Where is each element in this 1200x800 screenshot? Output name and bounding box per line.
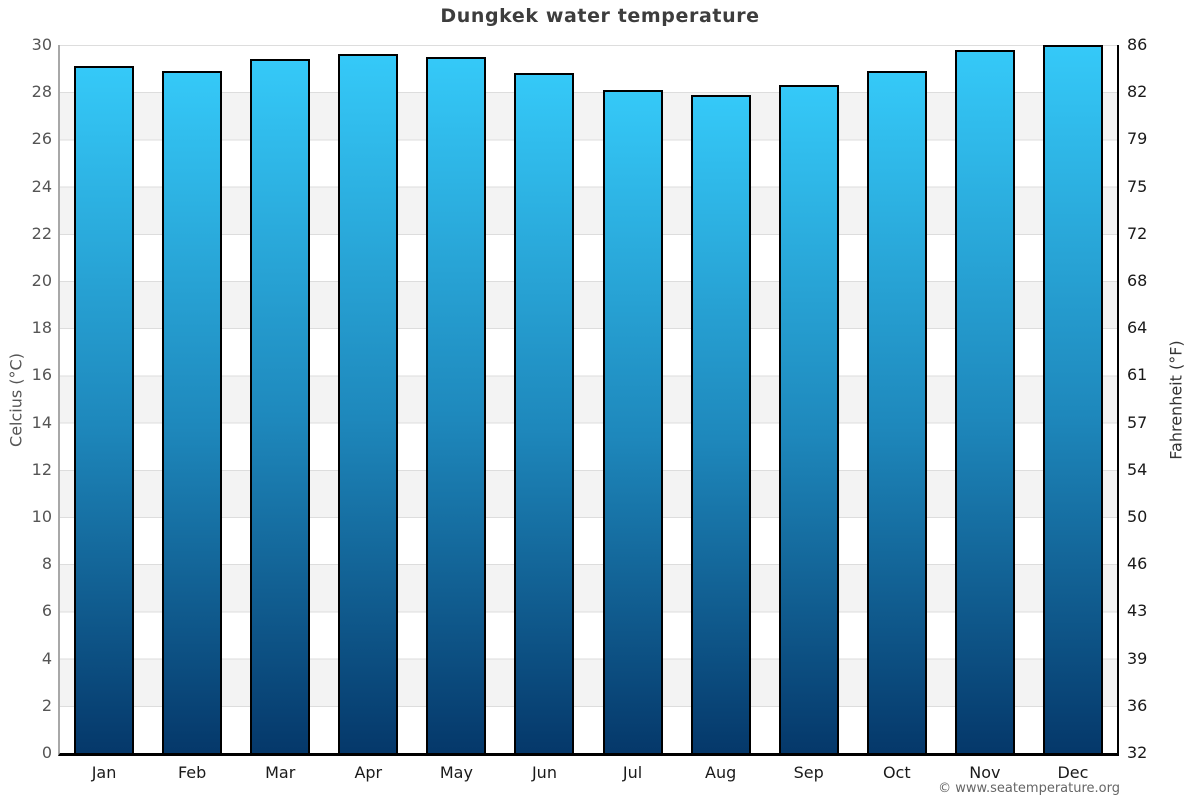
celsius-tick-0: 0	[41, 743, 52, 762]
bar-slot-jul	[588, 45, 676, 753]
month-label-jun: Jun	[531, 763, 557, 782]
bar-slot-sep	[765, 45, 853, 753]
celsius-tick-2: 2	[41, 695, 52, 715]
month-label-apr: Apr	[354, 763, 383, 782]
celsius-tick-6: 6	[41, 601, 52, 621]
fahrenheit-tick-57: 57	[1127, 412, 1148, 432]
bar-slot-jun	[500, 45, 588, 753]
bar-nov	[954, 49, 1015, 753]
bar-oct	[866, 70, 927, 753]
fahrenheit-axis-title: Fahrenheit (°F)	[1166, 340, 1186, 460]
celsius-tick-10: 10	[31, 507, 52, 526]
fahrenheit-tick-64: 64	[1127, 318, 1148, 338]
month-label-mar: Mar	[265, 763, 296, 782]
fahrenheit-tick-68: 68	[1127, 271, 1148, 290]
fahrenheit-tick-61: 61	[1127, 365, 1148, 385]
celsius-tick-14: 14	[31, 412, 52, 432]
bar-jan	[74, 66, 135, 753]
bar-feb	[162, 70, 223, 753]
celsius-tick-24: 24	[31, 176, 52, 196]
month-label-nov: Nov	[969, 763, 1001, 782]
bar-aug	[690, 94, 751, 753]
bar-slot-dec	[1029, 45, 1117, 753]
month-label-jan: Jan	[91, 763, 117, 782]
fahrenheit-tick-36: 36	[1127, 695, 1148, 715]
watermark: © www.seatemperature.org	[938, 781, 1120, 796]
celsius-tick-30: 30	[31, 35, 52, 54]
month-label-dec: Dec	[1057, 763, 1089, 782]
month-label-feb: Feb	[177, 763, 207, 782]
month-label-jul: Jul	[622, 763, 643, 782]
bar-slot-aug	[677, 45, 765, 753]
celsius-tick-12: 12	[31, 459, 52, 479]
celsius-tick-16: 16	[31, 365, 52, 385]
celsius-tick-20: 20	[31, 271, 52, 290]
bar-jun	[514, 73, 575, 753]
fahrenheit-tick-82: 82	[1127, 82, 1148, 102]
fahrenheit-tick-75: 75	[1127, 176, 1148, 196]
bar-slot-jan	[60, 45, 148, 753]
bar-sep	[778, 85, 839, 753]
bar-group	[60, 45, 1117, 753]
plot-area	[58, 45, 1119, 756]
celsius-tick-22: 22	[31, 223, 52, 243]
fahrenheit-tick-39: 39	[1127, 648, 1148, 668]
bar-slot-mar	[236, 45, 324, 753]
month-label-oct: Oct	[882, 763, 911, 782]
celsius-tick-8: 8	[41, 554, 52, 574]
fahrenheit-tick-54: 54	[1127, 459, 1148, 479]
fahrenheit-tick-46: 46	[1127, 554, 1148, 574]
chart-title: Dungkek water temperature	[440, 5, 760, 27]
celsius-tick-18: 18	[31, 318, 52, 338]
fahrenheit-tick-86: 86	[1127, 35, 1148, 54]
fahrenheit-tick-79: 79	[1127, 129, 1148, 149]
celsius-tick-26: 26	[31, 129, 52, 149]
bar-slot-may	[412, 45, 500, 753]
bar-slot-oct	[853, 45, 941, 753]
bar-slot-apr	[324, 45, 412, 753]
fahrenheit-tick-43: 43	[1127, 601, 1148, 621]
bar-slot-feb	[148, 45, 236, 753]
bar-dec	[1042, 45, 1103, 753]
fahrenheit-tick-32: 32	[1127, 743, 1148, 762]
celsius-tick-4: 4	[41, 648, 52, 668]
bar-mar	[250, 59, 311, 753]
celsius-tick-28: 28	[31, 82, 52, 102]
bar-slot-nov	[941, 45, 1029, 753]
month-label-may: May	[439, 763, 473, 782]
bar-apr	[338, 54, 399, 753]
month-label-aug: Aug	[705, 763, 737, 782]
month-label-sep: Sep	[793, 763, 824, 782]
fahrenheit-tick-50: 50	[1127, 507, 1148, 526]
bar-may	[426, 56, 487, 753]
bar-jul	[602, 89, 663, 753]
fahrenheit-tick-72: 72	[1127, 223, 1148, 243]
